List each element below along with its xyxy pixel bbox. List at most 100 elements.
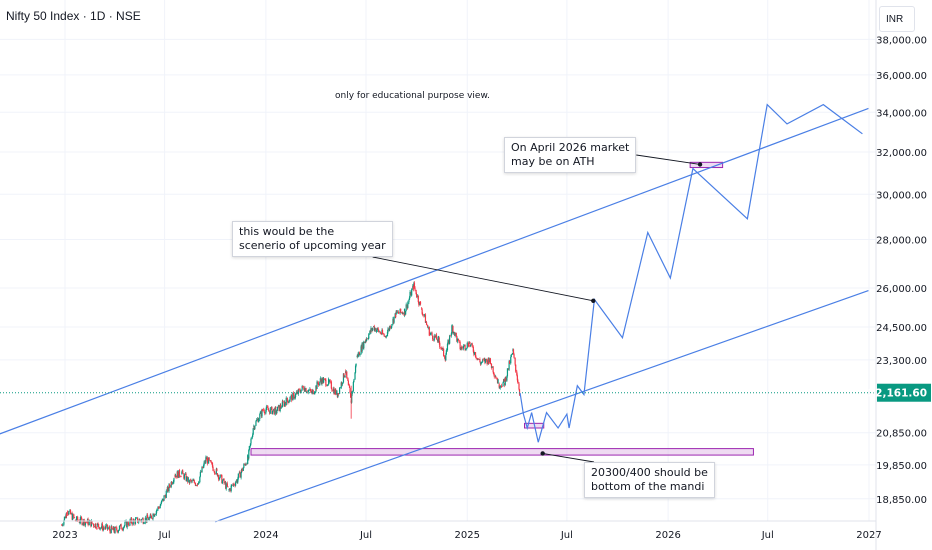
candle-body	[405, 304, 407, 311]
currency-button[interactable]: INR	[879, 6, 915, 32]
candle-body	[210, 460, 212, 463]
candle-body	[433, 335, 435, 341]
candle-body	[211, 462, 214, 467]
candle-body	[317, 381, 319, 384]
candle-body	[349, 387, 351, 394]
candle-body	[219, 474, 221, 478]
candle-body	[398, 313, 400, 314]
candle-body	[132, 519, 134, 525]
candle-body	[449, 335, 451, 337]
candle-body	[326, 384, 329, 386]
candle-body	[429, 333, 432, 335]
candle-body	[234, 482, 237, 486]
candle-body	[197, 483, 199, 485]
candle-body	[148, 517, 150, 520]
channel-lower	[215, 290, 869, 523]
candles	[61, 281, 521, 535]
y-tick-label: 38,000.00	[876, 35, 927, 46]
candle-body	[144, 522, 146, 524]
candle-body	[150, 515, 152, 519]
annotation-scenario[interactable]: this would be the scenerio of upcoming y…	[232, 221, 393, 257]
candle-body	[86, 521, 88, 523]
candle-body	[475, 357, 477, 358]
candle-body	[172, 481, 175, 483]
x-tick-label: 2025	[455, 530, 480, 541]
candle-body	[82, 523, 84, 525]
candle-body	[321, 378, 323, 384]
annotation-ath[interactable]: On April 2026 market may be on ATH	[504, 137, 637, 173]
candle-body	[412, 285, 414, 290]
candle-body	[214, 471, 216, 474]
candle-body	[508, 361, 510, 370]
candle-body	[471, 343, 473, 347]
candle-body	[452, 326, 454, 333]
candle-body	[187, 477, 189, 482]
candle-body	[352, 381, 354, 391]
candle-body	[138, 519, 140, 522]
candle-body	[401, 312, 403, 314]
candle-body	[466, 342, 468, 348]
candle-body	[131, 522, 133, 525]
y-tick-label: 32,000.00	[876, 148, 927, 159]
candle-body	[199, 476, 201, 483]
projection-path	[519, 103, 863, 443]
candle-body	[400, 308, 402, 313]
candle-body	[173, 478, 175, 482]
candle-body	[110, 525, 112, 534]
candle-body	[493, 372, 495, 375]
candle-body	[457, 338, 460, 341]
candle-body	[127, 521, 129, 525]
candle-body	[346, 371, 348, 378]
candle-body	[220, 474, 222, 476]
note-target-dot	[540, 451, 545, 456]
candle-body	[284, 402, 286, 404]
candle-body	[407, 302, 409, 308]
candle-body	[99, 527, 101, 530]
candle-body	[133, 519, 135, 521]
candle-body	[74, 519, 77, 521]
candle-body	[139, 519, 141, 521]
candle-body	[111, 525, 113, 529]
candle-body	[292, 393, 294, 394]
candle-body	[446, 343, 449, 351]
candle-body	[237, 478, 239, 483]
candle-body	[280, 407, 282, 408]
candle-body	[189, 479, 191, 484]
candle-body	[422, 313, 424, 315]
candle-body	[215, 468, 217, 474]
candle-body	[177, 471, 179, 478]
candle-body	[143, 523, 145, 524]
candle-body	[157, 506, 160, 508]
candle-body	[484, 358, 487, 363]
candle-body	[126, 521, 128, 528]
candle-body	[254, 425, 256, 429]
candle-body	[347, 377, 349, 381]
candle-body	[389, 326, 391, 329]
candle-body	[378, 329, 380, 333]
candle-body	[365, 338, 368, 341]
candle-body	[271, 410, 274, 414]
candle-body	[161, 498, 164, 501]
candle-body	[391, 324, 393, 327]
candle-body	[183, 474, 186, 479]
candle-body	[438, 337, 440, 343]
candle-body	[435, 334, 438, 340]
candle-body	[75, 516, 78, 521]
candle-body	[152, 513, 154, 519]
candle-body	[329, 380, 331, 382]
candle-body	[369, 330, 371, 335]
note-connector	[542, 453, 595, 463]
candle-body	[168, 484, 171, 487]
candle-body	[252, 434, 254, 438]
candle-body	[498, 384, 500, 388]
y-tick-label: 19,850.00	[876, 461, 927, 472]
candle-body	[375, 328, 377, 332]
candle-body	[343, 373, 345, 378]
candle-body	[490, 363, 493, 368]
candle-body	[144, 517, 146, 523]
annotation-bottom[interactable]: 20300/400 should be bottom of the mandi	[584, 462, 715, 498]
candle-body	[247, 458, 249, 459]
candle-body	[495, 376, 497, 379]
candle-body	[118, 525, 121, 530]
